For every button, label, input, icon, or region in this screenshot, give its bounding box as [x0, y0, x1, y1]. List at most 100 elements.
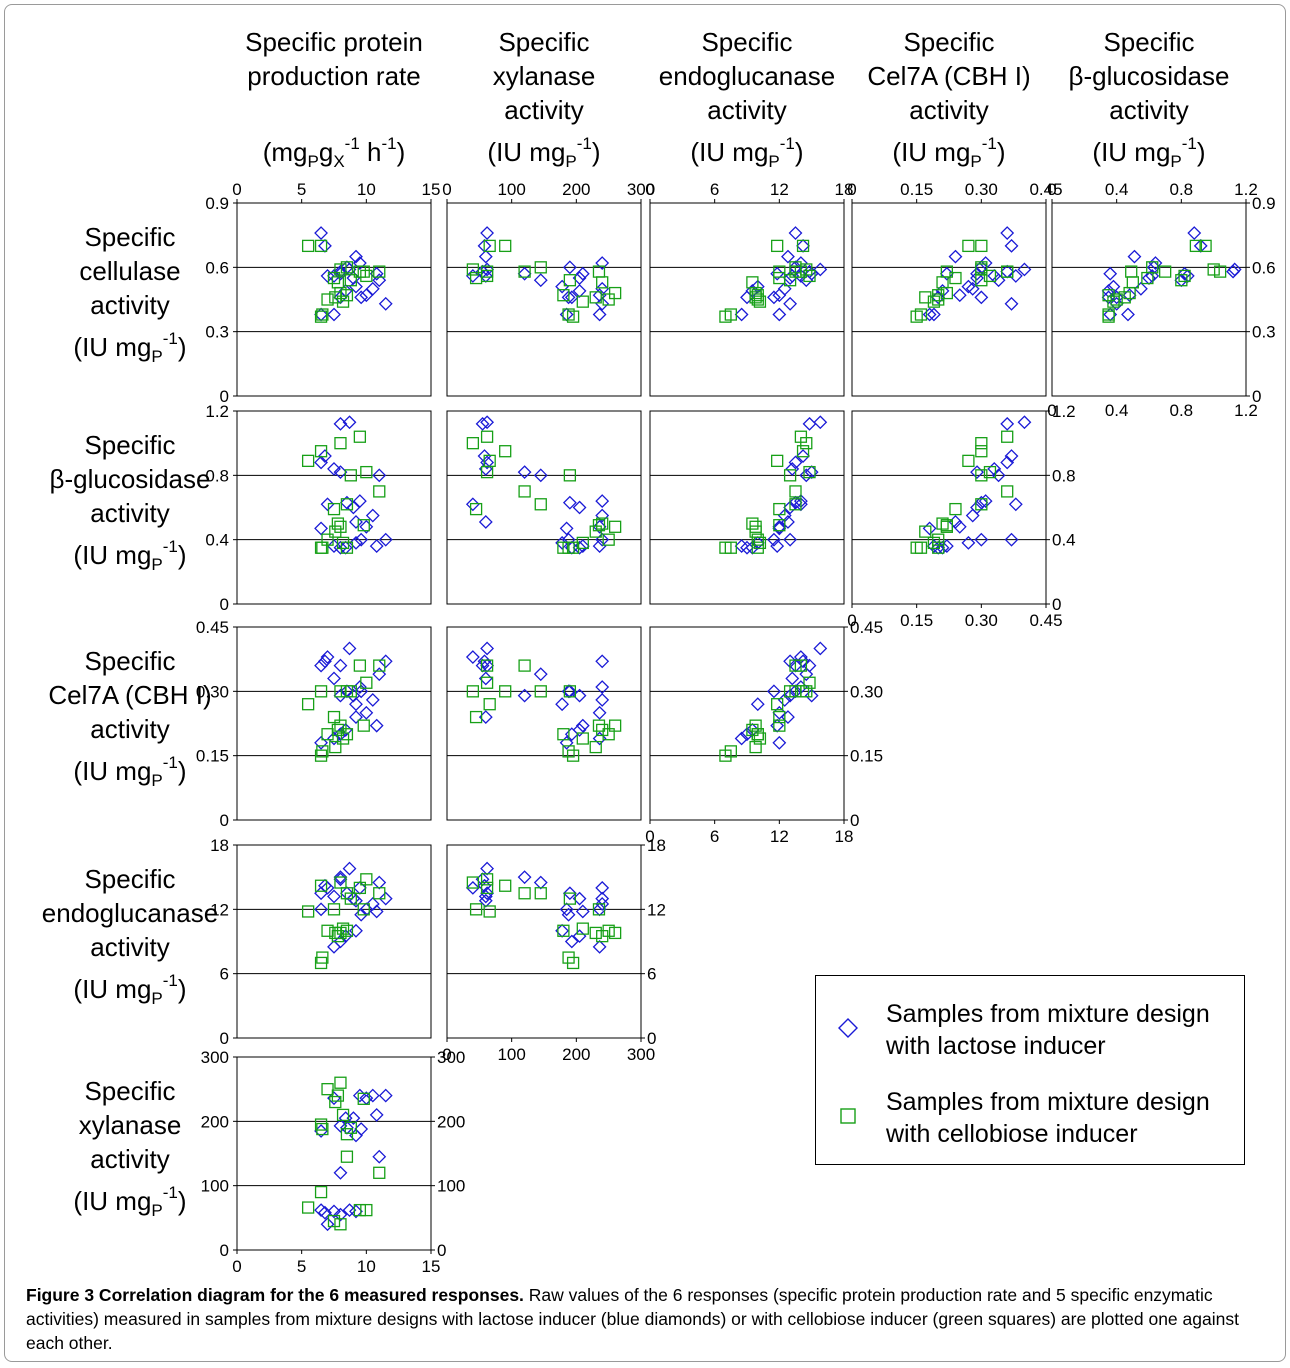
- row-label-line: activity: [90, 931, 170, 962]
- point-lactose: [974, 290, 989, 305]
- point-lactose: [974, 532, 989, 547]
- y-tick-label-right: 0: [850, 811, 859, 830]
- point-cellobiose: [336, 922, 350, 935]
- x-tick-label-top: 15: [422, 180, 441, 199]
- point-lactose: [592, 705, 607, 720]
- point-lactose: [595, 296, 610, 311]
- point-lactose: [575, 904, 590, 919]
- point-lactose: [813, 641, 828, 656]
- point-cellobiose: [919, 291, 932, 304]
- point-lactose: [349, 710, 363, 724]
- point-lactose: [1127, 249, 1142, 264]
- point-lactose: [926, 539, 941, 554]
- y-tick-label-right: 0.15: [850, 747, 883, 766]
- panel-bglu-vs-cel7a: [851, 410, 1050, 608]
- point-cellobiose: [1001, 430, 1014, 443]
- x-tick-label-bottom: 200: [562, 1045, 590, 1064]
- point-lactose: [772, 735, 787, 750]
- point-lactose: [802, 416, 817, 431]
- point-lactose: [1106, 279, 1121, 294]
- point-cellobiose: [914, 541, 928, 554]
- y-tick-label-right: 0: [1052, 595, 1061, 614]
- point-cellobiose: [1207, 263, 1220, 276]
- point-cellobiose: [340, 924, 354, 937]
- y-tick-label-right: 1.2: [1052, 402, 1076, 421]
- header-line: Cel7A (CBH I): [867, 61, 1031, 91]
- panel-cell-vs-cel7a: [851, 199, 1047, 397]
- point-lactose: [465, 650, 480, 664]
- point-lactose: [354, 1122, 369, 1136]
- point-lactose: [1000, 416, 1015, 431]
- y-tick-label: 0.8: [205, 466, 229, 485]
- diamond-marker-icon: [838, 1018, 858, 1038]
- point-cellobiose: [483, 239, 496, 253]
- header-unit: (mgPgX-1 h-1): [262, 134, 406, 171]
- point-lactose: [342, 861, 357, 876]
- point-lactose: [327, 461, 341, 476]
- row-label-cell: Specific cellulase activity (IU mgP-1): [20, 220, 240, 374]
- point-lactose: [378, 891, 393, 906]
- point-lactose: [559, 521, 574, 536]
- point-lactose: [533, 273, 548, 288]
- point-cellobiose: [724, 541, 737, 554]
- point-lactose: [349, 1204, 363, 1219]
- square-marker-icon: [840, 1108, 856, 1124]
- x-tick-label-bottom: 0: [645, 827, 654, 846]
- legend-text: with lactose inducer: [886, 1032, 1106, 1060]
- point-cellobiose: [373, 659, 386, 672]
- y-tick-label: 0.15: [196, 747, 229, 766]
- point-lactose: [352, 880, 367, 895]
- point-lactose: [793, 268, 808, 283]
- point-cellobiose: [608, 286, 622, 300]
- header-line: Specific protein: [245, 27, 423, 57]
- point-lactose: [465, 880, 480, 895]
- point-cellobiose: [327, 1214, 341, 1228]
- point-lactose: [333, 1207, 348, 1222]
- point-cellobiose: [975, 437, 988, 450]
- point-cellobiose: [334, 876, 347, 889]
- point-lactose: [369, 539, 384, 554]
- point-cellobiose: [796, 239, 810, 253]
- point-cellobiose: [373, 265, 386, 278]
- row-label-line: xylanase: [78, 1109, 182, 1140]
- point-cellobiose: [334, 719, 347, 732]
- point-lactose: [948, 249, 963, 264]
- x-tick-label-bottom: 12: [770, 827, 789, 846]
- point-lactose: [595, 891, 610, 906]
- panel-cell-vs-xyl: [446, 199, 642, 397]
- point-cellobiose: [360, 465, 373, 479]
- panel-frame: [851, 202, 1047, 397]
- point-cellobiose: [771, 239, 784, 253]
- point-lactose: [480, 641, 495, 656]
- point-lactose: [796, 654, 810, 669]
- point-cellobiose: [576, 295, 589, 308]
- point-lactose: [559, 735, 574, 750]
- x-tick-label-bottom: 0: [847, 611, 856, 630]
- point-cellobiose: [357, 903, 370, 916]
- point-cellobiose: [557, 924, 570, 937]
- row-label-unit: (IU mgP-1): [73, 1182, 187, 1220]
- column-header-endo: Specific endoglucanase activity (IU mgP-1): [637, 25, 857, 179]
- y-tick-label-right: 0: [647, 1029, 656, 1048]
- x-tick-label-top: 0: [442, 180, 451, 199]
- x-tick-label-top: 6: [710, 180, 719, 199]
- row-label-line: Specific: [84, 1075, 176, 1106]
- point-lactose: [318, 878, 332, 893]
- x-tick-label-bottom: 5: [297, 1257, 306, 1276]
- figure-frame: [4, 4, 1286, 1362]
- point-lactose: [595, 654, 610, 669]
- point-cellobiose: [592, 903, 606, 916]
- x-tick-label-bottom: 15: [422, 1257, 441, 1276]
- point-cellobiose: [344, 469, 357, 482]
- point-cellobiose: [480, 465, 494, 479]
- x-tick-label-bottom: 300: [627, 1045, 655, 1064]
- panel-bglu-vs-xyl: [446, 410, 642, 605]
- point-lactose: [340, 495, 354, 510]
- point-lactose: [785, 461, 800, 476]
- point-lactose: [562, 495, 577, 510]
- point-lactose: [922, 307, 937, 322]
- point-lactose: [772, 521, 787, 536]
- x-tick-label-bottom: 0: [1047, 401, 1056, 420]
- point-cellobiose: [314, 749, 328, 762]
- point-cellobiose: [783, 274, 797, 287]
